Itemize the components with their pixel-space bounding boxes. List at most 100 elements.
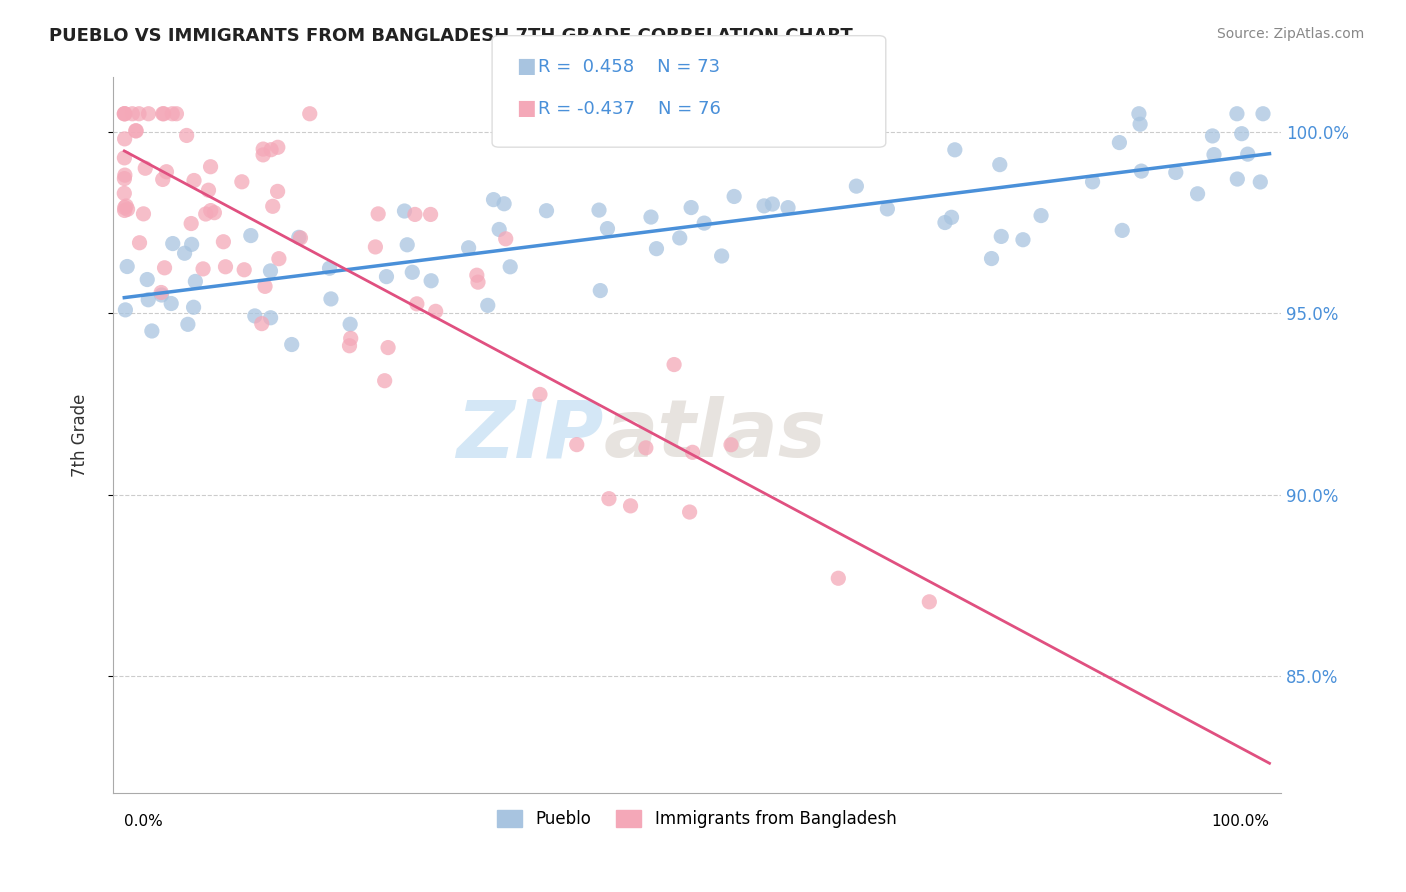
Point — [589, 284, 612, 298]
Point — [155, 165, 177, 179]
Point — [1081, 175, 1104, 189]
Point — [115, 260, 138, 274]
Point — [1226, 172, 1249, 186]
Text: PUEBLO VS IMMIGRANTS FROM BANGLADESH 7TH GRADE CORRELATION CHART: PUEBLO VS IMMIGRANTS FROM BANGLADESH 7TH… — [49, 27, 853, 45]
Point — [645, 242, 668, 256]
Text: 0.0%: 0.0% — [124, 814, 163, 829]
Point — [405, 297, 427, 311]
Point — [259, 264, 281, 278]
Point — [401, 265, 423, 279]
Point — [152, 107, 174, 121]
Point — [396, 237, 419, 252]
Point — [845, 179, 868, 194]
Point — [640, 210, 662, 224]
Point — [723, 189, 745, 203]
Text: 100.0%: 100.0% — [1212, 814, 1270, 829]
Point — [214, 260, 236, 274]
Point — [194, 207, 217, 221]
Point — [252, 142, 274, 156]
Point — [162, 236, 184, 251]
Point — [153, 260, 176, 275]
Point — [115, 199, 138, 213]
Point — [319, 292, 342, 306]
Point — [710, 249, 733, 263]
Point — [136, 293, 159, 307]
Text: atlas: atlas — [603, 396, 827, 474]
Point — [682, 445, 704, 459]
Point — [404, 207, 426, 221]
Point — [1236, 147, 1258, 161]
Point — [1226, 107, 1249, 121]
Point — [1201, 128, 1223, 143]
Point — [114, 201, 136, 215]
Point — [596, 221, 619, 235]
Point — [112, 107, 135, 121]
Point — [720, 438, 742, 452]
Point — [197, 183, 219, 197]
Point — [565, 437, 588, 451]
Point — [1129, 117, 1152, 131]
Point — [152, 172, 174, 186]
Point — [339, 339, 361, 353]
Point — [231, 175, 253, 189]
Point — [1108, 136, 1130, 150]
Point — [681, 201, 703, 215]
Point — [482, 193, 505, 207]
Point — [1130, 164, 1153, 178]
Point — [678, 505, 700, 519]
Point — [250, 317, 273, 331]
Point — [1128, 107, 1150, 121]
Point — [125, 124, 148, 138]
Point — [394, 204, 416, 219]
Point — [180, 217, 202, 231]
Point — [114, 168, 136, 182]
Point — [495, 232, 517, 246]
Point — [488, 222, 510, 236]
Point — [619, 499, 641, 513]
Point — [136, 272, 159, 286]
Point — [1251, 107, 1274, 121]
Point — [761, 197, 783, 211]
Point — [467, 275, 489, 289]
Point — [254, 279, 277, 293]
Text: ZIP: ZIP — [456, 396, 603, 474]
Point — [288, 230, 311, 244]
Point — [943, 143, 966, 157]
Point — [112, 107, 135, 121]
Point — [980, 252, 1002, 266]
Point — [152, 107, 174, 121]
Point — [267, 252, 290, 266]
Point — [239, 228, 262, 243]
Point — [499, 260, 522, 274]
Point — [138, 107, 160, 121]
Point — [634, 441, 657, 455]
Point — [128, 235, 150, 250]
Point — [588, 203, 610, 218]
Point — [1230, 127, 1253, 141]
Point — [529, 387, 551, 401]
Point — [141, 324, 163, 338]
Point — [934, 215, 956, 229]
Point — [165, 107, 187, 121]
Point — [494, 196, 516, 211]
Point — [536, 203, 558, 218]
Point — [1187, 186, 1209, 201]
Point — [419, 207, 441, 221]
Point — [262, 199, 284, 213]
Point — [1012, 233, 1035, 247]
Point — [776, 201, 799, 215]
Point — [200, 203, 222, 218]
Point — [465, 268, 488, 283]
Point — [318, 261, 340, 276]
Y-axis label: 7th Grade: 7th Grade — [72, 393, 89, 476]
Point — [183, 173, 205, 187]
Point — [668, 231, 690, 245]
Point — [114, 203, 136, 218]
Point — [364, 240, 387, 254]
Point — [1164, 165, 1187, 179]
Point — [1111, 223, 1133, 237]
Point — [177, 318, 200, 332]
Point — [1029, 209, 1052, 223]
Point — [112, 186, 135, 201]
Point — [375, 269, 398, 284]
